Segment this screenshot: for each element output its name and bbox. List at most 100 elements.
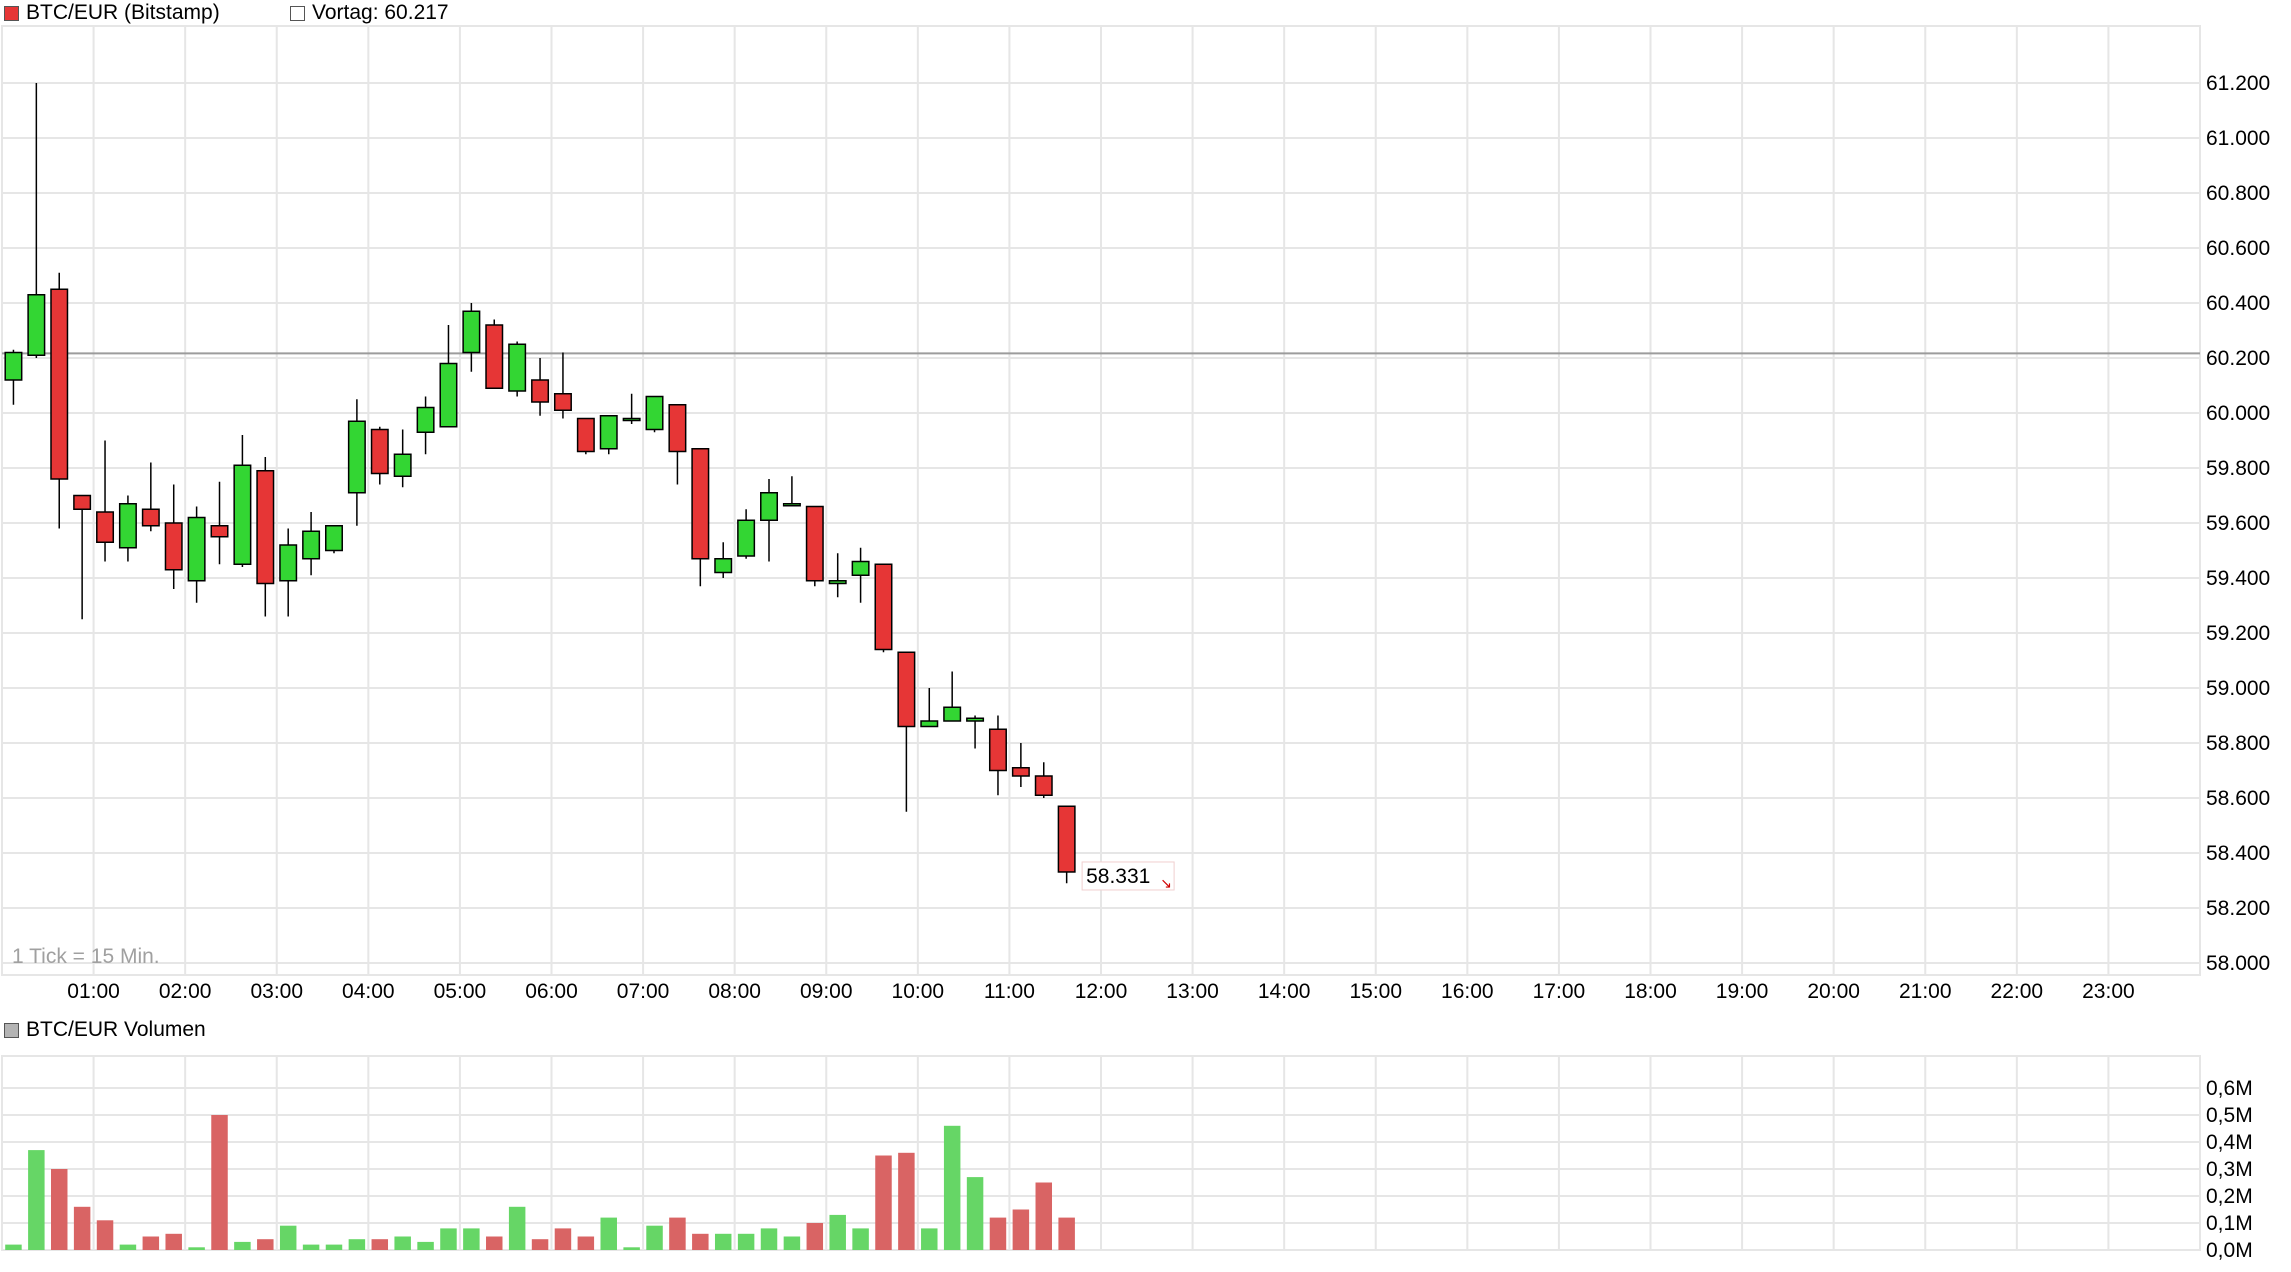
candlesticks (4, 83, 1076, 884)
volume-bar (669, 1217, 686, 1250)
candle-body (279, 544, 298, 582)
volume-y-tick-label: 0,1M (2206, 1212, 2253, 1235)
candle-body (73, 494, 92, 510)
candle-body (118, 503, 137, 549)
volume-bar (119, 1244, 137, 1250)
volume-bar (279, 1225, 297, 1250)
price-y-tick-label: 59.600 (2206, 512, 2270, 535)
candle-body (393, 453, 412, 477)
volume-bar (142, 1236, 160, 1250)
x-tick-label: 02:00 (159, 980, 212, 1003)
x-tick-label: 14:00 (1258, 980, 1311, 1003)
x-tick-label: 12:00 (1075, 980, 1128, 1003)
volume-bar (211, 1115, 228, 1250)
price-y-tick-label: 60.400 (2206, 292, 2270, 315)
candle-body (210, 525, 229, 538)
candle-body (164, 522, 183, 571)
volume-bar (737, 1233, 755, 1250)
tick-interval-note: 1 Tick = 15 Min. (12, 945, 160, 968)
volume-bar (486, 1236, 503, 1250)
candle-body (599, 415, 618, 450)
x-tick-label: 09:00 (800, 980, 853, 1003)
axis-labels: 01:00 02:00 03:00 04:00 05:00 06:00 07:00 08:00… (67, 72, 2270, 1262)
candle-body (622, 417, 641, 422)
candle-body (1057, 805, 1076, 873)
x-tick-label: 04:00 (342, 980, 395, 1003)
price-y-tick-label: 58.400 (2206, 842, 2270, 865)
volume-bar (1035, 1182, 1053, 1250)
x-tick-label: 10:00 (892, 980, 945, 1003)
price-y-tick-label: 60.600 (2206, 237, 2270, 260)
volume-bar (921, 1228, 938, 1250)
volume-bar (508, 1206, 526, 1250)
candle-body (714, 558, 733, 574)
x-tick-label: 03:00 (250, 980, 303, 1003)
volume-bar (577, 1236, 595, 1250)
candle-body (370, 428, 389, 475)
previous-close-swatch (290, 5, 305, 21)
volume-y-tick-label: 0,0M (2206, 1239, 2253, 1262)
candle-body (782, 503, 801, 507)
volume-bar (165, 1233, 182, 1250)
price-y-tick-label: 58.600 (2206, 787, 2270, 810)
candle-body (4, 351, 23, 381)
volume-bar (1012, 1209, 1030, 1250)
candle-body (347, 420, 366, 494)
candle-body (462, 310, 481, 354)
volume-bar (463, 1228, 480, 1250)
volume-legend-swatch (4, 1022, 19, 1038)
x-tick-label: 06:00 (525, 980, 578, 1003)
candle-body (416, 406, 435, 433)
volume-bar (852, 1228, 869, 1250)
candle-body (187, 516, 206, 582)
candle-body (737, 519, 756, 557)
x-tick-label: 15:00 (1349, 980, 1402, 1003)
price-y-tick-label: 59.400 (2206, 567, 2270, 590)
candle-body (668, 404, 687, 453)
x-tick-label: 01:00 (67, 980, 120, 1003)
candle-body (966, 717, 985, 722)
last-price-box (1081, 861, 1175, 891)
volume-bar (989, 1217, 1007, 1250)
candle-body (233, 464, 252, 565)
volume-bar (600, 1217, 617, 1250)
candle-body (943, 706, 962, 722)
grid-layer (1, 25, 2201, 1251)
volume-bar (73, 1206, 91, 1250)
down-arrow-icon: ↘ (1160, 876, 1172, 892)
volume-bar (646, 1225, 663, 1250)
candle-body (50, 288, 69, 480)
price-y-tick-label: 61.200 (2206, 72, 2270, 95)
candle-body (1011, 767, 1030, 777)
volume-bar (417, 1241, 434, 1250)
volume-bar (783, 1236, 801, 1250)
price-y-tick-label: 60.800 (2206, 182, 2270, 205)
volume-bar (1058, 1217, 1075, 1250)
price-y-tick-label: 59.200 (2206, 622, 2270, 645)
volume-legend-label: BTC/EUR Volumen (26, 1018, 206, 1041)
candle-body (897, 651, 916, 728)
candle-body (485, 324, 504, 389)
volume-bar (348, 1239, 366, 1250)
volume-bar (5, 1244, 22, 1250)
volume-bar (531, 1239, 549, 1250)
volume-bar (28, 1150, 45, 1250)
volume-bar (692, 1233, 709, 1250)
volume-bar (440, 1228, 457, 1250)
candle-body (691, 448, 710, 560)
x-tick-label: 07:00 (617, 980, 670, 1003)
last-price-label: 58.331 (1086, 865, 1150, 888)
volume-bar (806, 1223, 824, 1250)
x-tick-label: 05:00 (434, 980, 487, 1003)
candle-body (508, 343, 527, 392)
volume-bar (760, 1228, 778, 1250)
x-tick-label: 20:00 (1807, 980, 1860, 1003)
candle-body (988, 728, 1007, 772)
x-tick-label: 16:00 (1441, 980, 1494, 1003)
price-y-tick-label: 60.000 (2206, 402, 2270, 425)
previous-close-label: Vortag: 60.217 (312, 1, 449, 24)
price-y-tick-label: 61.000 (2206, 127, 2270, 150)
candle-body (439, 362, 458, 428)
volume-y-tick-label: 0,2M (2206, 1185, 2253, 1208)
